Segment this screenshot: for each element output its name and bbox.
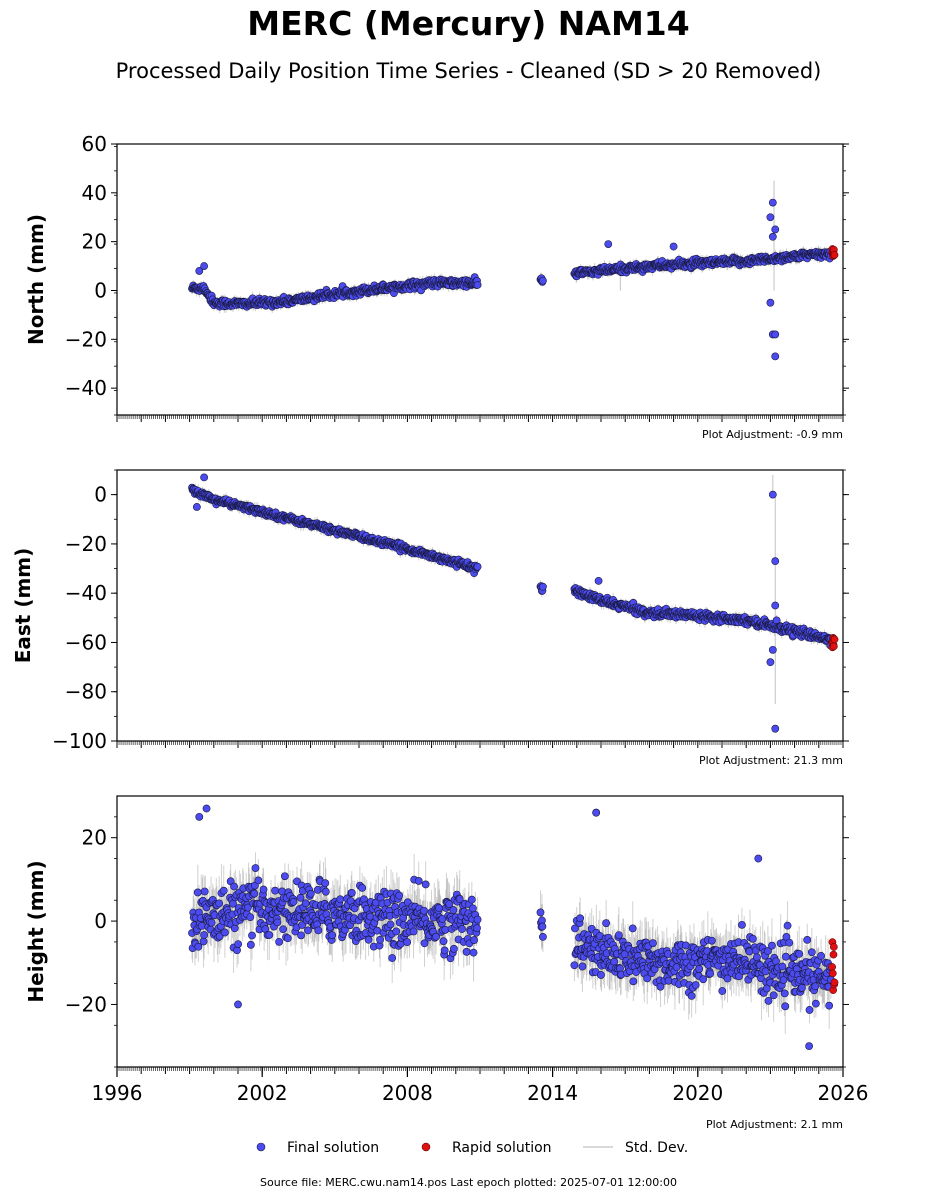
panel-2: −100 −80 −60 −40 −20 0 East (mm) Plot Adjustmen… bbox=[11, 469, 849, 767]
rapid-point bbox=[829, 642, 838, 651]
std-dev-bars bbox=[191, 180, 832, 314]
final-point bbox=[473, 562, 482, 571]
y-tick-label: −40 bbox=[65, 376, 107, 400]
final-point bbox=[771, 601, 780, 610]
final-points bbox=[188, 473, 835, 733]
rapid-point bbox=[830, 635, 839, 644]
final-point bbox=[768, 232, 777, 241]
final-point bbox=[539, 582, 547, 591]
plot-adjustment-label: Plot Adjustment: -0.9 mm bbox=[702, 428, 843, 441]
y-tick-label: 20 bbox=[82, 230, 107, 254]
y-axis: −40 −20 0 20 40 60 bbox=[65, 132, 849, 416]
final-point bbox=[771, 557, 780, 566]
final-point bbox=[771, 724, 780, 733]
final-point bbox=[200, 262, 209, 270]
final-point bbox=[604, 240, 613, 248]
panel-frame bbox=[116, 469, 844, 742]
final-point bbox=[195, 267, 204, 275]
panel-1: −40 −20 0 20 40 60 North (mm) Plot Adjustment: … bbox=[24, 132, 849, 441]
rapid-points bbox=[828, 634, 839, 652]
final-point bbox=[768, 645, 777, 654]
std-dev-bars bbox=[191, 474, 832, 705]
y-tick-label: −20 bbox=[65, 532, 107, 556]
y-tick-label: −40 bbox=[65, 581, 107, 605]
final-point bbox=[200, 473, 209, 482]
final-point bbox=[594, 576, 603, 585]
final-point bbox=[473, 281, 482, 289]
final-point bbox=[766, 213, 775, 222]
panel-data bbox=[188, 180, 839, 361]
y-tick-label: 0 bbox=[94, 483, 107, 507]
x-axis bbox=[116, 741, 844, 748]
final-point bbox=[539, 276, 547, 285]
y-tick-label: 40 bbox=[82, 181, 107, 205]
panel-data bbox=[188, 473, 839, 733]
y-axis-label: North (mm) bbox=[24, 214, 48, 345]
y-tick-label: 0 bbox=[94, 278, 107, 302]
figure-title: MERC (Mercury) NAM14 bbox=[247, 4, 690, 43]
final-point bbox=[766, 298, 775, 307]
final-point bbox=[771, 352, 780, 361]
x-axis bbox=[116, 415, 844, 422]
panel-data bbox=[188, 804, 839, 1051]
plot-adjustment-label: Plot Adjustment: 21.3 mm bbox=[699, 754, 843, 767]
y-tick-label: −80 bbox=[65, 680, 107, 704]
rapid-points bbox=[828, 245, 839, 260]
final-point bbox=[771, 330, 780, 339]
y-tick-label: −100 bbox=[52, 729, 107, 753]
final-point bbox=[768, 490, 777, 499]
final-point bbox=[771, 225, 780, 234]
final-point bbox=[766, 658, 775, 667]
y-tick-label: −20 bbox=[65, 327, 107, 351]
y-axis: −100 −80 −60 −40 −20 0 bbox=[52, 469, 849, 753]
y-tick-label: 60 bbox=[82, 132, 107, 156]
y-axis-label: East (mm) bbox=[11, 548, 35, 664]
final-points bbox=[188, 198, 835, 361]
final-point bbox=[768, 198, 777, 207]
figure-subtitle: Processed Daily Position Time Series - C… bbox=[115, 59, 822, 83]
final-point bbox=[669, 242, 678, 251]
rapid-point bbox=[830, 251, 839, 259]
final-point bbox=[192, 503, 201, 511]
y-tick-label: −60 bbox=[65, 630, 107, 654]
